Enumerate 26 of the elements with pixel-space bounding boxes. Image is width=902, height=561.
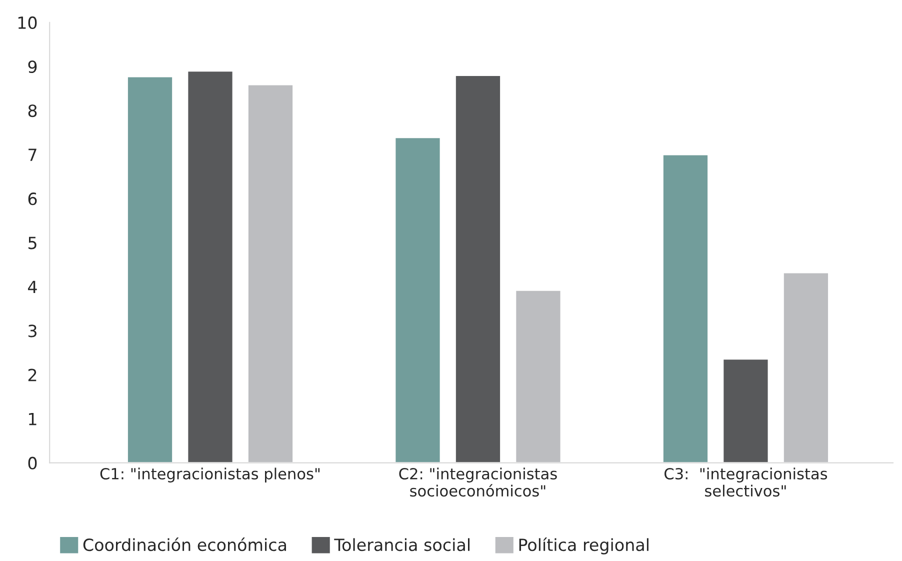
bar bbox=[662, 154, 709, 463]
y-tick-label: 6 bbox=[28, 192, 37, 206]
y-tick-label: 9 bbox=[28, 60, 37, 74]
y-tick-label: 3 bbox=[28, 324, 36, 338]
bar bbox=[126, 76, 174, 463]
bar bbox=[394, 136, 442, 463]
y-tick-label: 8 bbox=[28, 104, 37, 118]
y-tick-label: 1 bbox=[29, 412, 36, 426]
y-tick-label: 0 bbox=[28, 456, 37, 470]
bar bbox=[782, 272, 830, 463]
y-tick-label: 5 bbox=[28, 236, 36, 250]
x-tick-label: C3: "integracionistas selectivos" bbox=[664, 468, 828, 497]
y-tick-label: 10 bbox=[18, 16, 37, 30]
y-tick-label: 4 bbox=[28, 280, 37, 294]
y-tick-label: 2 bbox=[28, 368, 36, 382]
legend-label: Política regional bbox=[519, 538, 648, 554]
bar bbox=[454, 74, 502, 463]
bar bbox=[514, 290, 562, 463]
bar bbox=[722, 358, 770, 463]
x-tick-label: C2: "integracionistas socioeconómicos" bbox=[399, 468, 557, 497]
x-tick-label: C1: "integracionistas plenos" bbox=[100, 468, 320, 482]
legend-label: Coordinación económica bbox=[83, 538, 286, 552]
y-tick-label: 7 bbox=[28, 148, 36, 161]
bar bbox=[186, 70, 234, 463]
bar bbox=[247, 84, 294, 463]
legend-label: Tolerancia social bbox=[334, 538, 470, 552]
